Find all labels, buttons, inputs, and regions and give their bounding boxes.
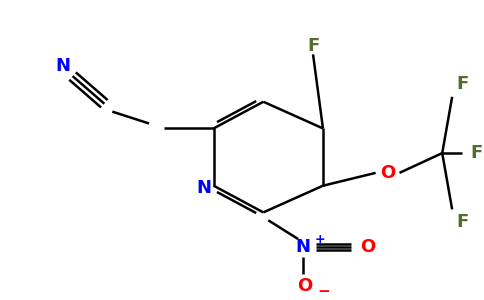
Text: F: F [471, 144, 483, 162]
Text: +: + [315, 232, 325, 246]
Text: F: F [307, 38, 319, 56]
Text: N: N [296, 238, 311, 256]
Text: O: O [380, 164, 395, 182]
Text: O: O [298, 278, 313, 296]
Text: F: F [456, 213, 468, 231]
Text: O: O [360, 238, 375, 256]
Text: F: F [456, 75, 468, 93]
Text: N: N [196, 179, 211, 197]
Text: N: N [55, 57, 70, 75]
Text: −: − [318, 284, 331, 299]
